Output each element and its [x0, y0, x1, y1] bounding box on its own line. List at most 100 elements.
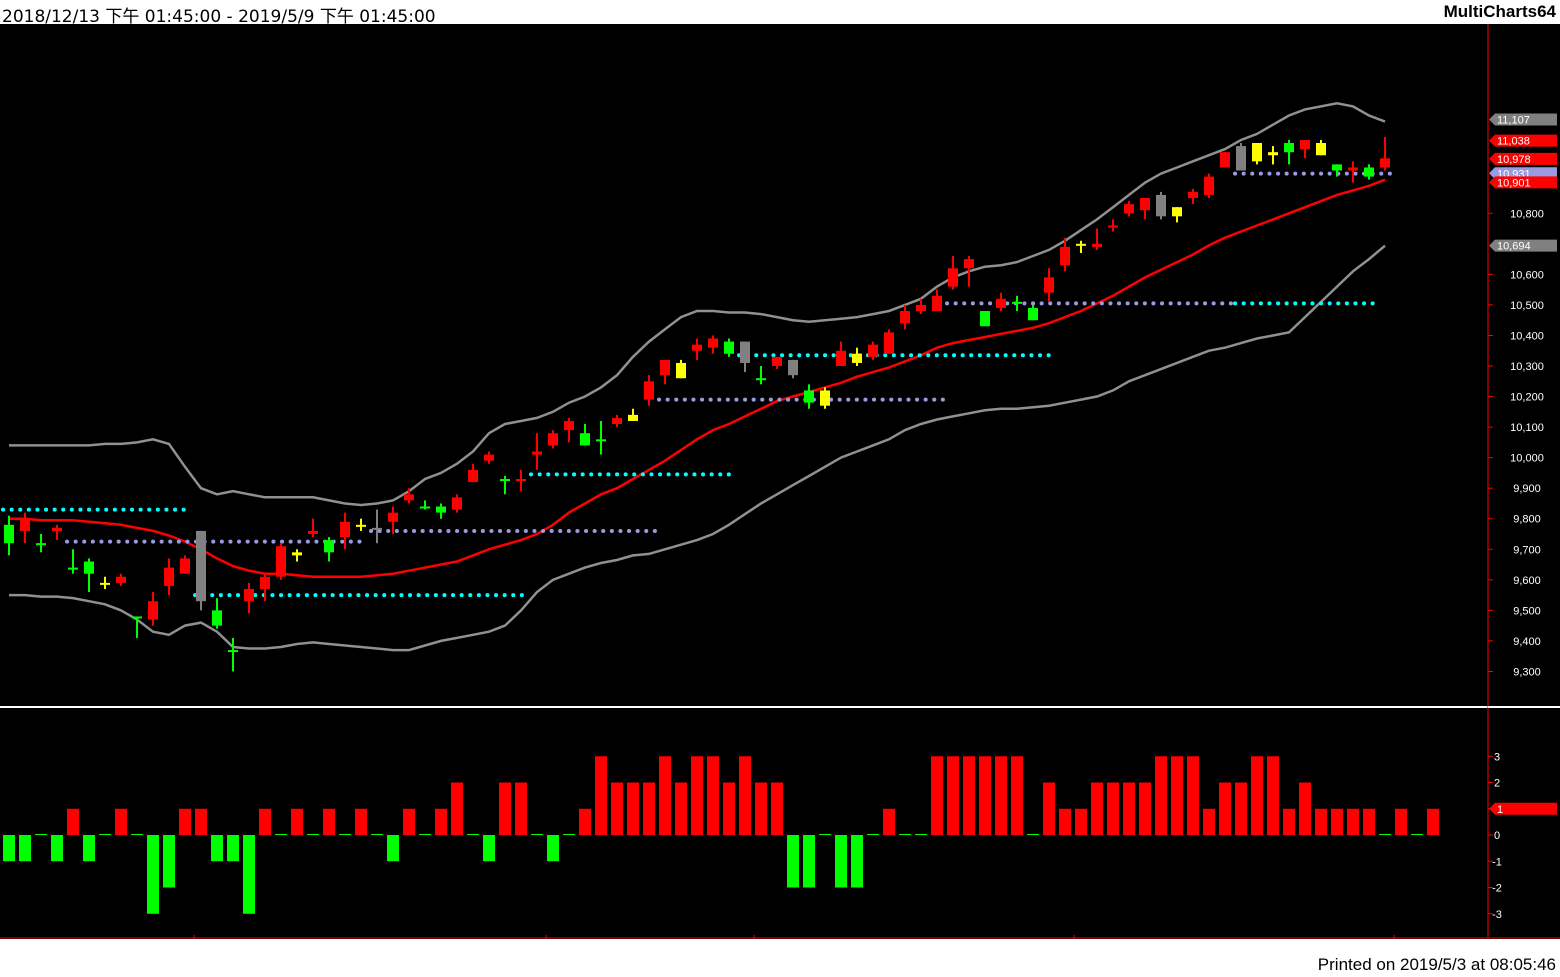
osc-bar-68	[1091, 782, 1103, 835]
osc-bar-88	[1411, 834, 1423, 835]
osc-bar-60	[963, 756, 975, 835]
price-tick-label: 9,500	[1513, 605, 1541, 617]
osc-bar-74	[1187, 756, 1199, 835]
osc-bar-3	[51, 835, 63, 862]
osc-bar-61	[979, 756, 991, 835]
candle-body	[452, 497, 462, 510]
candle-body	[1124, 204, 1134, 214]
candle-53	[852, 347, 862, 366]
candle-25	[404, 488, 414, 504]
osc-bar-76	[1219, 782, 1231, 835]
osc-bar-38	[611, 782, 623, 835]
candle-body	[692, 344, 702, 351]
osc-tick-label: -2	[1492, 883, 1502, 895]
candle-body	[996, 298, 1006, 308]
osc-bar-51	[819, 834, 831, 835]
candle-body	[740, 341, 750, 363]
candlestick-series	[4, 136, 1390, 672]
candle-body	[36, 543, 46, 546]
price-marker-label: 10,901	[1497, 177, 1531, 189]
osc-bar-45	[723, 782, 735, 835]
price-tick-label: 10,600	[1510, 269, 1544, 281]
support-resistance-levels	[1, 171, 1393, 598]
candle-82	[1316, 139, 1326, 156]
candle-72	[1156, 191, 1166, 220]
candle-64	[1028, 304, 1038, 321]
candle-38	[612, 414, 622, 428]
osc-bar-73	[1171, 756, 1183, 835]
candle-3	[52, 524, 62, 541]
price-marker-tag	[1489, 167, 1557, 180]
candle-body	[1204, 176, 1214, 195]
price-tick-label: 10,300	[1510, 361, 1544, 373]
osc-bar-86	[1379, 834, 1391, 835]
candle-14	[228, 637, 238, 672]
candle-body	[420, 506, 430, 509]
candle-32	[516, 469, 526, 492]
osc-bar-57	[915, 834, 927, 835]
candle-8	[132, 616, 142, 638]
price-tick-label: 9,400	[1513, 636, 1541, 648]
candle-11	[180, 555, 190, 574]
candle-body	[532, 451, 542, 455]
bollinger-bands	[9, 102, 1386, 652]
candle-body	[1092, 243, 1102, 247]
osc-bar-7	[115, 808, 127, 835]
candle-74	[1188, 188, 1198, 205]
candle-body	[484, 454, 494, 461]
candle-body	[612, 417, 622, 425]
candle-body	[196, 530, 206, 602]
osc-bar-39	[627, 782, 639, 835]
osc-bar-81	[1299, 782, 1311, 835]
osc-bar-5	[83, 835, 95, 862]
candle-77	[1236, 143, 1246, 171]
candle-body	[164, 567, 174, 586]
candle-body	[1220, 152, 1230, 168]
price-tick-label: 9,300	[1513, 666, 1541, 678]
candle-body	[68, 567, 78, 570]
candle-body	[1268, 152, 1278, 156]
candle-13	[212, 598, 222, 629]
candle-body	[644, 381, 654, 400]
osc-bar-18	[291, 808, 303, 835]
candle-body	[1060, 246, 1070, 266]
candle-body	[676, 362, 686, 379]
candle-37	[596, 420, 606, 455]
candle-18	[292, 549, 302, 562]
candle-31	[500, 475, 510, 495]
price-tick-label: 10,800	[1510, 208, 1544, 220]
candle-28	[452, 494, 462, 513]
osc-bar-67	[1075, 808, 1087, 835]
osc-bar-71	[1139, 782, 1151, 835]
osc-tick-label: -3	[1492, 909, 1502, 921]
candle-5	[84, 558, 94, 593]
candle-21	[340, 512, 350, 550]
candle-body	[820, 390, 830, 406]
osc-bar-13	[211, 835, 223, 862]
printed-timestamp: Printed on 2019/5/3 at 08:05:46	[1317, 955, 1556, 974]
osc-bar-9	[147, 835, 159, 914]
candle-35	[564, 417, 574, 443]
candle-60	[964, 256, 974, 287]
candle-body	[1332, 164, 1342, 171]
candle-body	[356, 524, 366, 527]
candle-body	[84, 561, 94, 574]
osc-bar-16	[259, 808, 271, 835]
candle-body	[1044, 277, 1054, 293]
price-tick-label: 10,400	[1510, 330, 1544, 342]
price-tick-label: 9,600	[1513, 575, 1541, 587]
osc-bar-62	[995, 756, 1007, 835]
candle-body	[260, 576, 270, 589]
candle-body	[724, 341, 734, 354]
candle-43	[692, 338, 702, 360]
candle-body	[52, 527, 62, 531]
osc-bar-70	[1123, 782, 1135, 835]
candle-body	[980, 311, 990, 327]
candle-body	[548, 433, 558, 446]
price-marker-label: 11,107	[1497, 114, 1530, 126]
candle-71	[1140, 198, 1150, 220]
candle-78	[1252, 143, 1262, 165]
candle-body	[340, 521, 350, 538]
price-marker-5: 10,694	[1489, 239, 1557, 253]
osc-bar-19	[307, 834, 319, 835]
